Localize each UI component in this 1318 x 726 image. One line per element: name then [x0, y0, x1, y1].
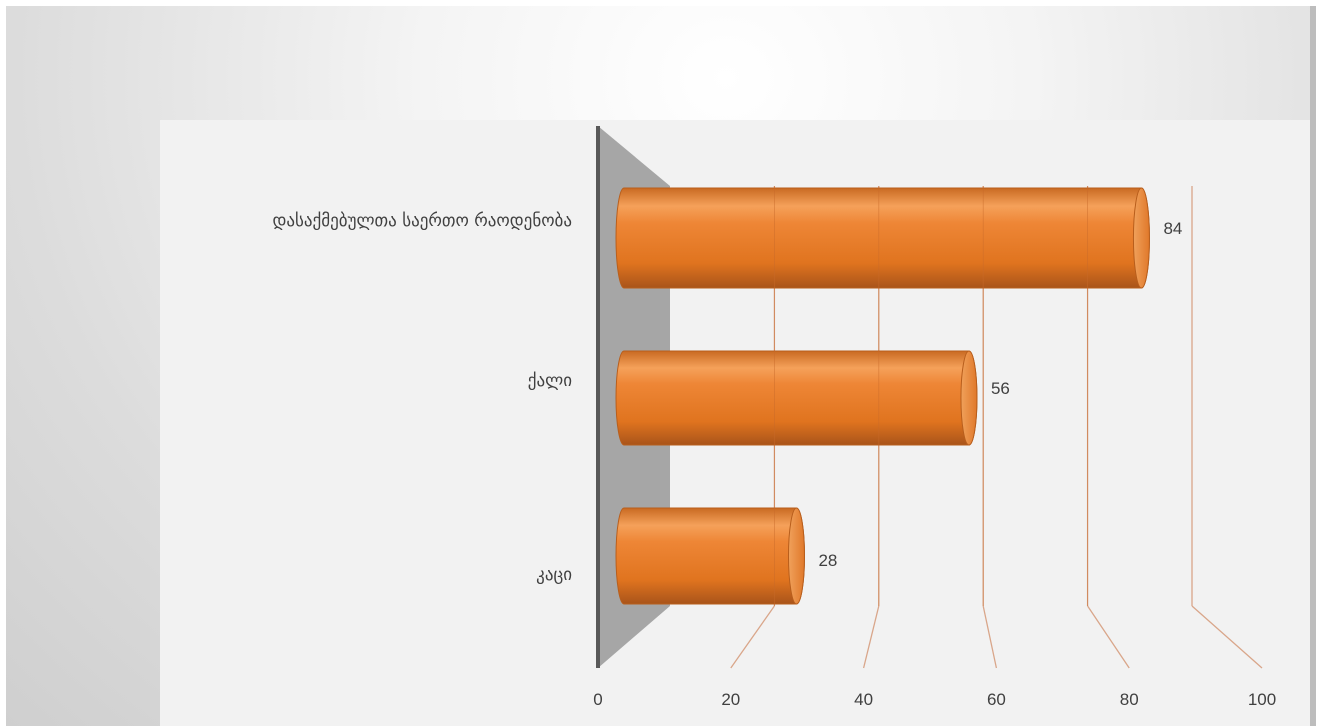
x-tick-label: 0 — [593, 690, 602, 709]
category-label: დასაქმებულთა საერთო რაოდენობა — [272, 211, 572, 231]
x-tick-label: 80 — [1120, 690, 1139, 709]
bar-body — [615, 507, 805, 605]
x-tick-label: 100 — [1248, 690, 1276, 709]
bar-body — [615, 350, 978, 446]
x-tick-label: 20 — [721, 690, 740, 709]
category-label: კაცი — [536, 565, 572, 585]
gridline-floor — [1087, 605, 1130, 669]
slide-edge — [1310, 6, 1316, 726]
gridline-floor — [862, 605, 880, 669]
bar-body — [615, 187, 1150, 289]
gridline-floor — [982, 605, 998, 669]
bar-end-cap — [787, 507, 805, 605]
gridline-floor — [1191, 605, 1263, 669]
data-label: 56 — [991, 379, 1010, 398]
bar-1 — [615, 187, 1150, 289]
bar-2 — [615, 350, 978, 446]
data-label: 84 — [1163, 219, 1182, 238]
bar-end-cap — [1132, 187, 1150, 289]
data-label: 28 — [818, 551, 837, 570]
category-label: ქალი — [528, 371, 572, 391]
x-tick-label: 60 — [987, 690, 1006, 709]
bar-end-cap — [960, 350, 978, 446]
x-tick-label: 40 — [854, 690, 873, 709]
bar-3 — [615, 507, 805, 605]
gridline-floor — [730, 605, 775, 669]
